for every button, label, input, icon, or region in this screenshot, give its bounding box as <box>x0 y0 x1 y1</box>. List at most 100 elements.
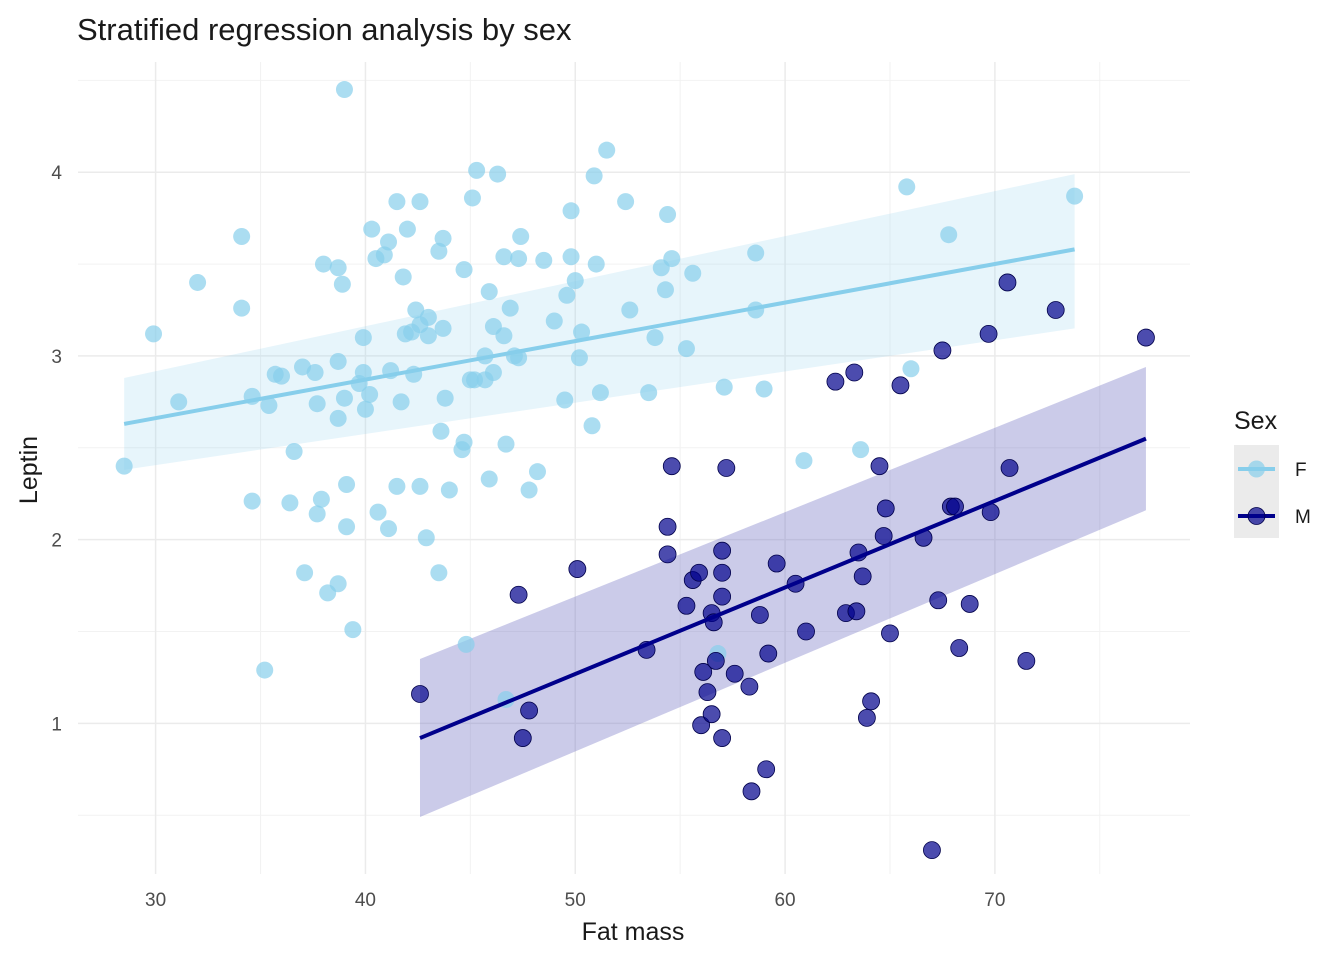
point-F <box>338 518 356 536</box>
point-F <box>659 205 677 223</box>
point-F <box>260 397 278 415</box>
point-M <box>520 701 538 720</box>
point-F <box>684 264 702 282</box>
point-F <box>411 477 429 495</box>
point-F <box>677 340 695 358</box>
point-F <box>440 481 458 499</box>
point-F <box>419 308 437 326</box>
x-axis-ticks: 30 40 50 60 70 <box>145 890 1005 911</box>
y-tick-label: 1 <box>51 714 62 735</box>
point-F <box>430 564 448 582</box>
point-M <box>750 606 769 624</box>
point-F <box>314 255 332 273</box>
point-F <box>512 228 530 246</box>
point-F <box>566 272 584 290</box>
point-F <box>407 301 425 319</box>
point-M <box>874 527 893 545</box>
point-F <box>430 242 448 260</box>
point-F <box>795 452 813 470</box>
point-F <box>570 349 588 367</box>
point-M <box>847 602 866 621</box>
point-F <box>755 380 773 398</box>
fit-line-M <box>419 436 1147 740</box>
x-tick-label: 60 <box>774 890 795 911</box>
point-F <box>233 299 251 317</box>
point-F <box>457 635 475 653</box>
point-M <box>757 760 776 779</box>
point-F <box>852 441 870 459</box>
point-F <box>898 178 916 196</box>
point-F <box>489 165 507 183</box>
point-F <box>333 275 351 293</box>
point-F <box>562 248 580 266</box>
point-M <box>923 841 941 860</box>
point-F <box>510 250 528 268</box>
point-F <box>436 389 454 407</box>
point-F <box>308 505 326 523</box>
point-F <box>495 327 513 345</box>
point-F <box>380 520 398 538</box>
point-F <box>501 299 519 317</box>
point-M <box>677 596 696 615</box>
point-M <box>862 692 880 711</box>
point-M <box>950 639 969 657</box>
point-F <box>392 393 410 411</box>
point-F <box>411 193 429 211</box>
point-F <box>587 255 605 273</box>
point-F <box>455 261 473 279</box>
point-F <box>243 492 261 510</box>
point-M <box>979 324 998 343</box>
point-M <box>933 341 952 360</box>
point-F <box>329 259 347 277</box>
point-F <box>417 529 435 547</box>
point-M <box>946 497 964 516</box>
point-F <box>329 352 347 370</box>
x-axis-title: Fat mass <box>582 918 685 946</box>
point-M <box>698 683 717 702</box>
point-M <box>1017 651 1036 670</box>
point-F <box>306 363 324 381</box>
point-F <box>480 283 498 301</box>
point-M <box>1137 328 1155 347</box>
point-F <box>556 391 574 409</box>
point-M <box>713 541 732 560</box>
point-F <box>663 250 681 268</box>
y-tick-label: 4 <box>51 163 62 184</box>
point-F <box>338 476 356 494</box>
y-tick-label: 3 <box>51 347 62 368</box>
point-M <box>853 567 872 586</box>
y-tick-label: 2 <box>51 531 62 552</box>
legend: Sex FM <box>1234 407 1311 538</box>
point-F <box>419 327 437 345</box>
point-F <box>388 477 406 495</box>
point-M <box>845 363 864 382</box>
y-axis-ticks: 1 2 3 4 <box>51 163 62 735</box>
point-M <box>857 708 876 727</box>
point-F <box>354 329 372 347</box>
point-F <box>388 193 406 211</box>
point-F <box>335 389 353 407</box>
point-M <box>1000 459 1019 477</box>
point-F <box>715 378 733 396</box>
point-F <box>621 301 639 319</box>
point-F <box>398 220 416 238</box>
point-M <box>870 457 889 476</box>
point-M <box>702 705 721 724</box>
point-F <box>354 363 372 381</box>
point-M <box>713 563 732 582</box>
point-F <box>598 141 616 159</box>
point-F <box>902 360 920 378</box>
point-F <box>573 323 591 341</box>
point-F <box>273 367 291 385</box>
point-F <box>189 273 207 291</box>
point-F <box>375 246 393 264</box>
point-F <box>285 442 303 460</box>
point-F <box>585 167 603 185</box>
point-F <box>380 233 398 251</box>
point-F <box>545 312 563 330</box>
legend-point-F <box>1248 460 1265 478</box>
point-M <box>713 729 732 747</box>
point-M <box>706 651 725 670</box>
point-F <box>115 457 133 475</box>
